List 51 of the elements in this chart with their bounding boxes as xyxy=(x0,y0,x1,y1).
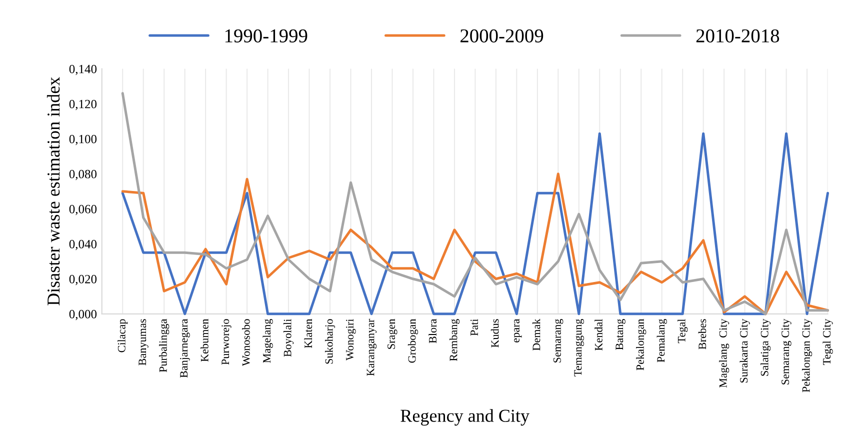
x-tick-label: Demak xyxy=(532,318,540,351)
x-tick-label: Pemalang xyxy=(656,318,667,362)
x-tick-label: Pati xyxy=(470,318,478,336)
x-tick-label: Pekalongan xyxy=(636,318,646,370)
x-tick-label: Semarang City xyxy=(782,318,792,384)
x-tick-label: Rembang xyxy=(449,318,460,362)
x-tick-label: Sragen xyxy=(388,318,398,349)
x-tick-label: Boyolali xyxy=(283,318,294,357)
line-series xyxy=(121,172,830,316)
x-tick-label: Blora xyxy=(428,318,436,344)
x-tick-label: Pekalongan City xyxy=(802,318,812,392)
y-tick-label: 0,040 xyxy=(69,240,97,250)
x-tick-label: Kudus xyxy=(490,319,499,348)
y-tick-label: 0,120 xyxy=(69,100,97,110)
x-tick-label: Grobogan xyxy=(408,318,418,363)
x-tick-label: Kebumen xyxy=(200,318,208,362)
legend-label: 1990-1999 xyxy=(225,29,308,42)
y-tick-label: 0,100 xyxy=(69,134,97,146)
y-tick-label: 0,140 xyxy=(69,64,97,76)
y-tick-label: 0,020 xyxy=(69,274,97,286)
x-tick-label: Temanggung xyxy=(574,318,584,376)
line-series xyxy=(121,92,830,316)
x-tick-label: Semarang xyxy=(553,318,564,362)
x-tick-label: epara xyxy=(514,318,522,342)
y-tick-label: 0,080 xyxy=(69,170,97,180)
x-tick-label: Klaten xyxy=(304,318,312,348)
x-tick-label: Kendal xyxy=(594,318,602,351)
y-tick-label: 0,060 xyxy=(69,204,97,216)
x-tick-label: Wonogiri xyxy=(346,318,356,360)
x-tick-label: Surakarta City xyxy=(740,318,750,383)
x-tick-label: Salatiga City xyxy=(760,318,771,376)
y-tick-label: 0,000 xyxy=(69,310,97,320)
x-tick-label: Wonosobo xyxy=(242,319,250,366)
x-tick-label: Tegal xyxy=(678,318,688,344)
legend-label: 2010-2018 xyxy=(696,29,780,42)
y-axis-title: Disaster waste estimation index xyxy=(46,77,60,306)
x-axis-title: Regency and City xyxy=(400,409,530,426)
x-tick-label: Purworejo xyxy=(222,319,232,365)
x-tick-label: Cilacap xyxy=(118,319,128,352)
x-tick-label: Batang xyxy=(616,318,626,350)
x-tick-label: Banjarnegara xyxy=(180,318,190,378)
x-tick-label: Tegal City xyxy=(822,318,833,365)
x-tick-label: Sukoharjo xyxy=(324,319,336,364)
x-tick-label: Banyumas xyxy=(138,319,148,366)
x-tick-label: Brebes xyxy=(698,319,706,350)
line-series xyxy=(121,132,830,316)
legend-label: 2000-2009 xyxy=(460,29,544,42)
x-tick-label: Purbalingga xyxy=(159,318,170,372)
x-tick-label: Karanganyar xyxy=(366,318,377,376)
x-tick-label: Magelang xyxy=(262,318,273,363)
x-tick-label: Magelang City xyxy=(719,318,730,388)
